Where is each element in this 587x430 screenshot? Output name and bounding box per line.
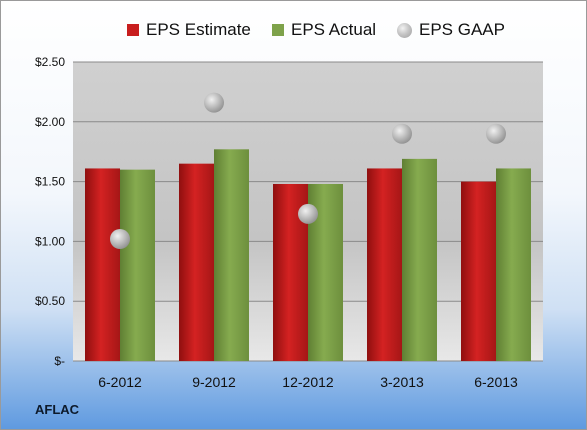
bar-eps-actual (214, 149, 249, 361)
y-tick-label: $1.50 (35, 175, 65, 189)
y-tick-label: $0.50 (35, 294, 65, 308)
x-tick-label: 9-2012 (192, 374, 236, 390)
legend-swatch-actual (272, 24, 284, 36)
legend-item-estimate: EPS Estimate (127, 18, 251, 42)
bar-eps-actual (120, 169, 155, 361)
bar-eps-actual (402, 158, 437, 361)
point-eps-gaap (204, 92, 224, 113)
bar-eps-estimate (461, 181, 496, 361)
point-eps-gaap (298, 203, 318, 224)
bar-eps-estimate (179, 163, 214, 361)
bar-eps-estimate (85, 168, 120, 361)
y-tick-label: $- (54, 354, 65, 368)
point-eps-gaap (486, 123, 506, 144)
point-eps-gaap (392, 123, 412, 144)
bar-eps-estimate (367, 168, 402, 361)
bar-eps-actual (496, 168, 531, 361)
brand-label: AFLAC (35, 402, 80, 417)
y-tick-label: $2.50 (35, 55, 65, 69)
legend-swatch-estimate (127, 24, 139, 36)
point-eps-gaap (110, 229, 130, 250)
legend: EPS Estimate EPS Actual EPS GAAP (1, 18, 586, 42)
legend-item-gaap: EPS GAAP (397, 18, 505, 42)
legend-label-actual: EPS Actual (291, 20, 377, 39)
y-tick-label: $1.00 (35, 234, 65, 248)
x-tick-label: 6-2013 (474, 374, 518, 390)
x-tick-label: 3-2013 (380, 374, 424, 390)
legend-marker-gaap (397, 22, 412, 38)
x-tick-label: 12-2012 (282, 374, 334, 390)
legend-item-actual: EPS Actual (272, 18, 376, 42)
legend-label-estimate: EPS Estimate (146, 20, 251, 39)
x-tick-label: 6-2012 (98, 374, 142, 390)
y-tick-label: $2.00 (35, 115, 65, 129)
legend-label-gaap: EPS GAAP (419, 20, 505, 39)
